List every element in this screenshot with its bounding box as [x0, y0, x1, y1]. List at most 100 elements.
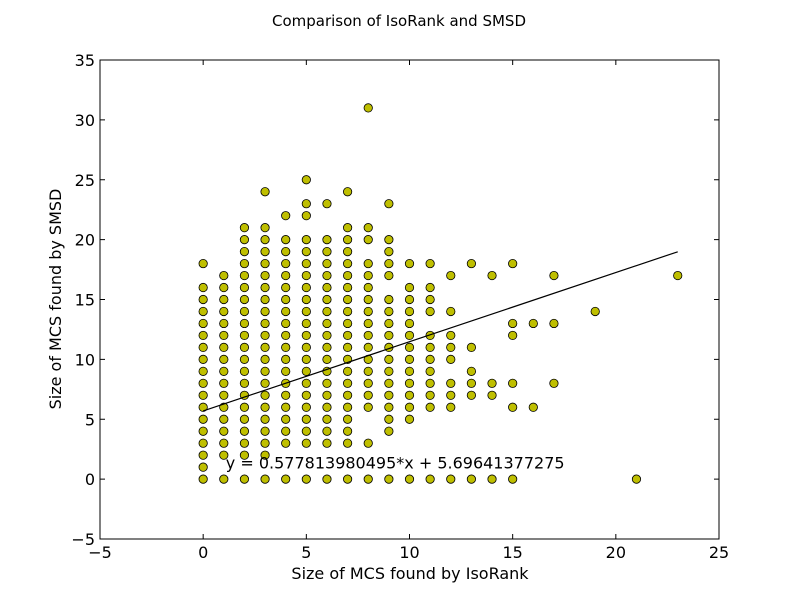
data-point — [260, 282, 270, 293]
data-point — [342, 402, 353, 412]
data-point — [384, 426, 394, 436]
data-point — [384, 199, 394, 209]
data-point — [466, 378, 476, 388]
data-point — [425, 474, 435, 484]
data-point — [466, 390, 476, 400]
data-point — [528, 318, 538, 329]
data-point — [239, 330, 250, 341]
data-point — [487, 378, 497, 388]
data-point — [198, 450, 208, 460]
data-point — [260, 402, 270, 412]
data-point — [198, 426, 208, 436]
data-point — [260, 450, 270, 460]
data-point — [404, 474, 415, 484]
data-point — [404, 366, 415, 376]
data-point — [322, 199, 332, 209]
data-point — [219, 450, 229, 460]
y-tick-label: 10 — [75, 350, 95, 369]
data-point — [631, 474, 642, 484]
data-point — [239, 378, 250, 388]
data-point — [260, 235, 270, 245]
data-point — [301, 390, 311, 400]
x-tick-label: 20 — [606, 543, 626, 562]
fit-line — [202, 251, 678, 412]
data-point — [487, 474, 497, 484]
data-point — [281, 211, 291, 221]
data-point — [322, 474, 332, 484]
data-point — [549, 378, 559, 388]
data-point — [363, 282, 373, 293]
data-point — [446, 330, 456, 341]
data-point — [404, 294, 415, 305]
x-tick-label: 5 — [301, 543, 311, 562]
data-point — [239, 402, 250, 412]
y-tick-label: 15 — [75, 291, 95, 310]
data-point — [404, 306, 415, 317]
data-point — [239, 414, 250, 424]
data-point — [342, 438, 353, 448]
data-point — [281, 390, 291, 400]
data-point — [363, 390, 373, 400]
data-point — [260, 414, 270, 424]
y-tick-label: 0 — [85, 470, 95, 489]
data-point — [384, 474, 394, 484]
data-point — [425, 258, 435, 269]
data-point — [260, 426, 270, 436]
data-point — [301, 270, 311, 281]
data-point — [404, 402, 415, 412]
data-point — [342, 235, 353, 245]
data-point — [384, 390, 394, 400]
data-point — [342, 318, 353, 329]
data-point — [363, 235, 373, 245]
data-point — [198, 474, 208, 484]
data-point — [198, 306, 208, 317]
data-point — [342, 294, 353, 305]
data-point — [260, 187, 270, 197]
data-point — [384, 306, 394, 317]
data-point — [384, 235, 394, 245]
data-point — [384, 247, 394, 257]
data-point — [466, 474, 476, 484]
y-tick-label: 30 — [75, 111, 95, 130]
data-point — [384, 294, 394, 305]
data-point — [301, 342, 311, 352]
data-point — [342, 414, 353, 424]
data-point — [508, 402, 518, 412]
data-point — [322, 270, 332, 281]
y-tick-label: 35 — [75, 51, 95, 70]
data-point — [342, 378, 353, 388]
data-point — [425, 402, 435, 412]
data-point — [322, 318, 332, 329]
data-point — [281, 270, 291, 281]
data-point — [198, 402, 208, 412]
data-point — [322, 438, 332, 448]
data-point — [404, 354, 415, 364]
data-point — [404, 330, 415, 341]
data-point — [322, 294, 332, 305]
data-point — [404, 378, 415, 388]
data-point — [425, 378, 435, 388]
data-point — [322, 354, 332, 364]
data-point — [198, 330, 208, 341]
data-point — [260, 342, 270, 352]
data-point — [446, 390, 456, 400]
data-point — [219, 282, 229, 293]
data-point — [508, 318, 518, 329]
data-point — [322, 378, 332, 388]
fit-equation-annotation: y = 0.577813980495*x + 5.69641377275 — [226, 454, 565, 473]
data-point — [363, 103, 373, 113]
data-point — [322, 402, 332, 412]
data-point — [260, 223, 270, 233]
data-point — [425, 306, 435, 317]
data-point — [322, 247, 332, 257]
data-point — [549, 270, 559, 281]
data-point — [363, 438, 373, 448]
data-point — [281, 318, 291, 329]
data-point — [198, 390, 208, 400]
data-point — [404, 390, 415, 400]
data-point — [342, 474, 353, 484]
axis-ticks: −5 0 5 10 15 20 25 −5 0 5 10 15 20 25 30 35 — [71, 51, 729, 562]
data-point — [404, 342, 415, 352]
data-point — [239, 270, 250, 281]
data-point — [239, 235, 250, 245]
